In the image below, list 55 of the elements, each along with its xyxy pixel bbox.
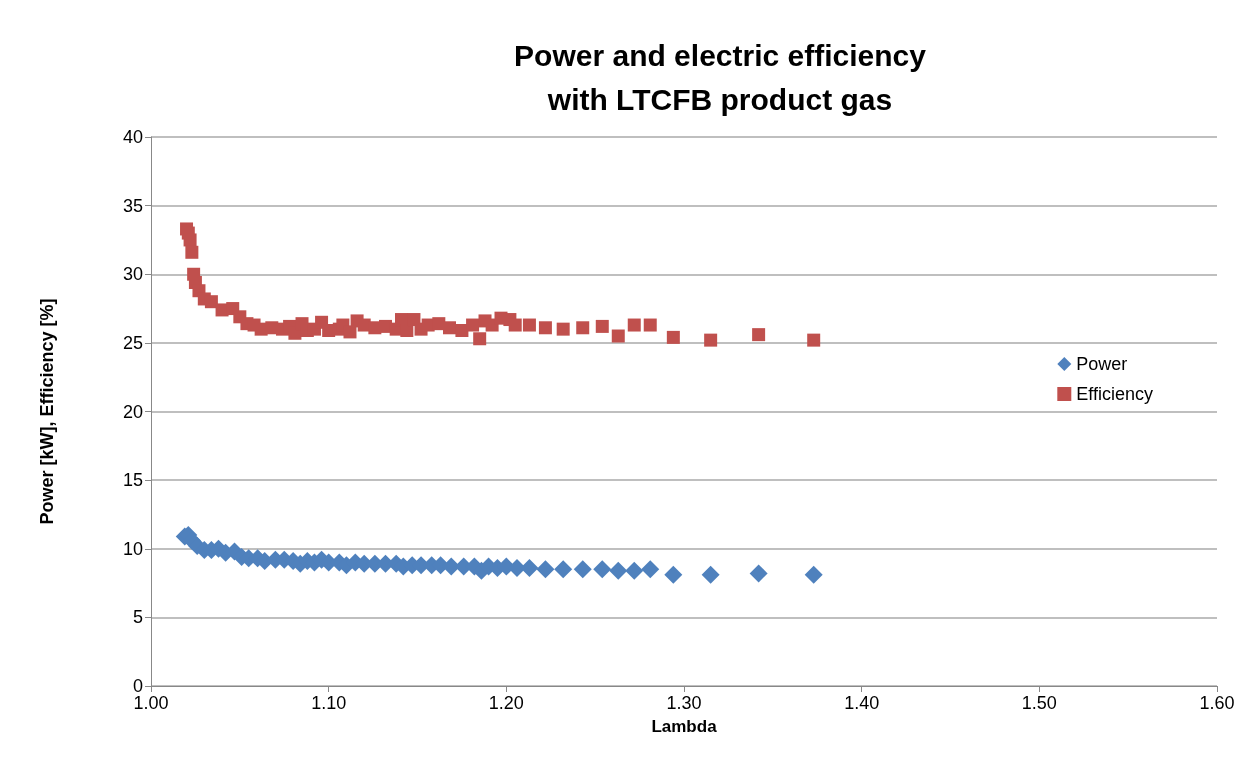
x-tick-label: 1.00 xyxy=(133,693,169,713)
y-tick-label: 20 xyxy=(122,401,143,422)
point xyxy=(204,295,218,309)
point xyxy=(522,318,536,332)
point xyxy=(442,321,456,335)
point xyxy=(807,333,821,347)
y-tick-label: 40 xyxy=(122,127,143,147)
point xyxy=(641,560,660,579)
point xyxy=(666,330,680,344)
y-tick-label: 5 xyxy=(132,607,143,628)
point xyxy=(701,565,720,584)
x-tick-label: 1.10 xyxy=(311,693,347,713)
point xyxy=(704,333,718,347)
point xyxy=(343,325,357,339)
x-axis-title: Lambda xyxy=(651,717,718,736)
y-tick-label: 35 xyxy=(122,195,143,216)
y-tick-label: 25 xyxy=(122,332,143,353)
x-tick-label: 1.50 xyxy=(1021,693,1057,713)
legend-label: Power xyxy=(1076,354,1128,374)
point xyxy=(643,318,657,332)
point xyxy=(183,233,197,247)
y-tick-label: 15 xyxy=(122,470,143,491)
point xyxy=(400,324,414,338)
point xyxy=(611,329,625,343)
point xyxy=(538,321,552,335)
point xyxy=(473,332,487,346)
point xyxy=(804,565,823,584)
x-tick-label: 1.30 xyxy=(666,693,702,713)
y-axis-title: Power [kW], Efficiency [%] xyxy=(37,298,57,525)
point xyxy=(556,322,570,336)
point xyxy=(576,321,590,335)
point xyxy=(508,318,522,332)
y-tick-label: 0 xyxy=(132,676,143,696)
point xyxy=(752,328,766,342)
point xyxy=(536,560,555,579)
point xyxy=(554,560,573,579)
point xyxy=(466,318,480,332)
point xyxy=(595,319,609,333)
x-tick-label: 1.60 xyxy=(1199,693,1235,713)
point xyxy=(593,560,612,579)
chart-title: Power and electric efficiency with LTCFB product gas xyxy=(514,38,927,116)
y-tick-label: 10 xyxy=(122,538,143,559)
x-tick-label: 1.20 xyxy=(488,693,524,713)
legend-label: Efficiency xyxy=(1076,384,1153,404)
point xyxy=(627,318,641,332)
point xyxy=(609,561,628,580)
point xyxy=(573,560,592,579)
point xyxy=(407,313,421,327)
point xyxy=(664,565,683,584)
x-tick-label: 1.40 xyxy=(844,693,880,713)
point xyxy=(625,561,644,580)
point xyxy=(455,324,469,338)
point xyxy=(749,564,768,583)
point xyxy=(185,245,199,259)
y-tick-label: 30 xyxy=(122,264,143,285)
